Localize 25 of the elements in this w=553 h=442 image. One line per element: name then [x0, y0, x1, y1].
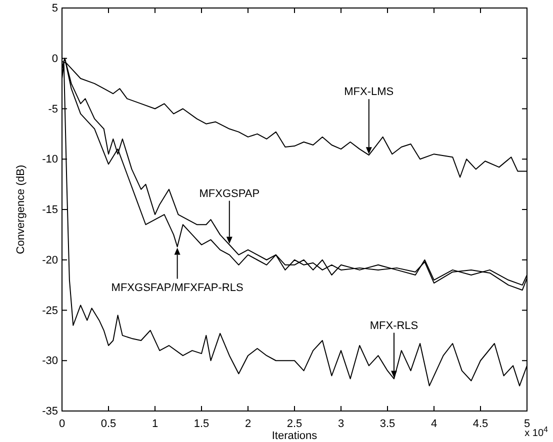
y-tick-label: -10 [42, 154, 58, 166]
y-tick-label: -25 [42, 304, 58, 317]
annotation: MFX-LMS [344, 86, 394, 98]
x-tick-label: 4 [430, 418, 438, 430]
annotation: MFXGSPAP [199, 188, 260, 200]
y-tick-label: -15 [42, 204, 58, 216]
annotation: MFXGSFAP/MFXFAP-RLS [111, 282, 244, 294]
x-tick-label: 2 [244, 418, 252, 430]
y-tick-label: 5 [52, 2, 58, 15]
x-tick-label: 2.5 [286, 418, 302, 430]
x-tick-label: 1.5 [194, 418, 210, 430]
x-tick-label: 1 [152, 418, 158, 430]
x-tick-label: 3 [338, 418, 344, 430]
x-tick-label: 0.5 [100, 418, 116, 430]
y-tick-label: -30 [42, 355, 58, 368]
x-tick-label: 5 [524, 418, 530, 430]
y-tick-label: -35 [42, 406, 58, 418]
y-tick-label: -20 [42, 254, 58, 266]
x-axis-title: Iterations [272, 430, 318, 442]
y-tick-label: -5 [48, 103, 58, 116]
annotation: MFX-RLS [370, 320, 418, 332]
y-tick-label: 0 [52, 52, 58, 65]
x-tick-label: 4.5 [472, 418, 488, 430]
y-axis-title: Convergence (dB) [15, 164, 27, 254]
x-tick-label: 3.5 [380, 418, 396, 430]
